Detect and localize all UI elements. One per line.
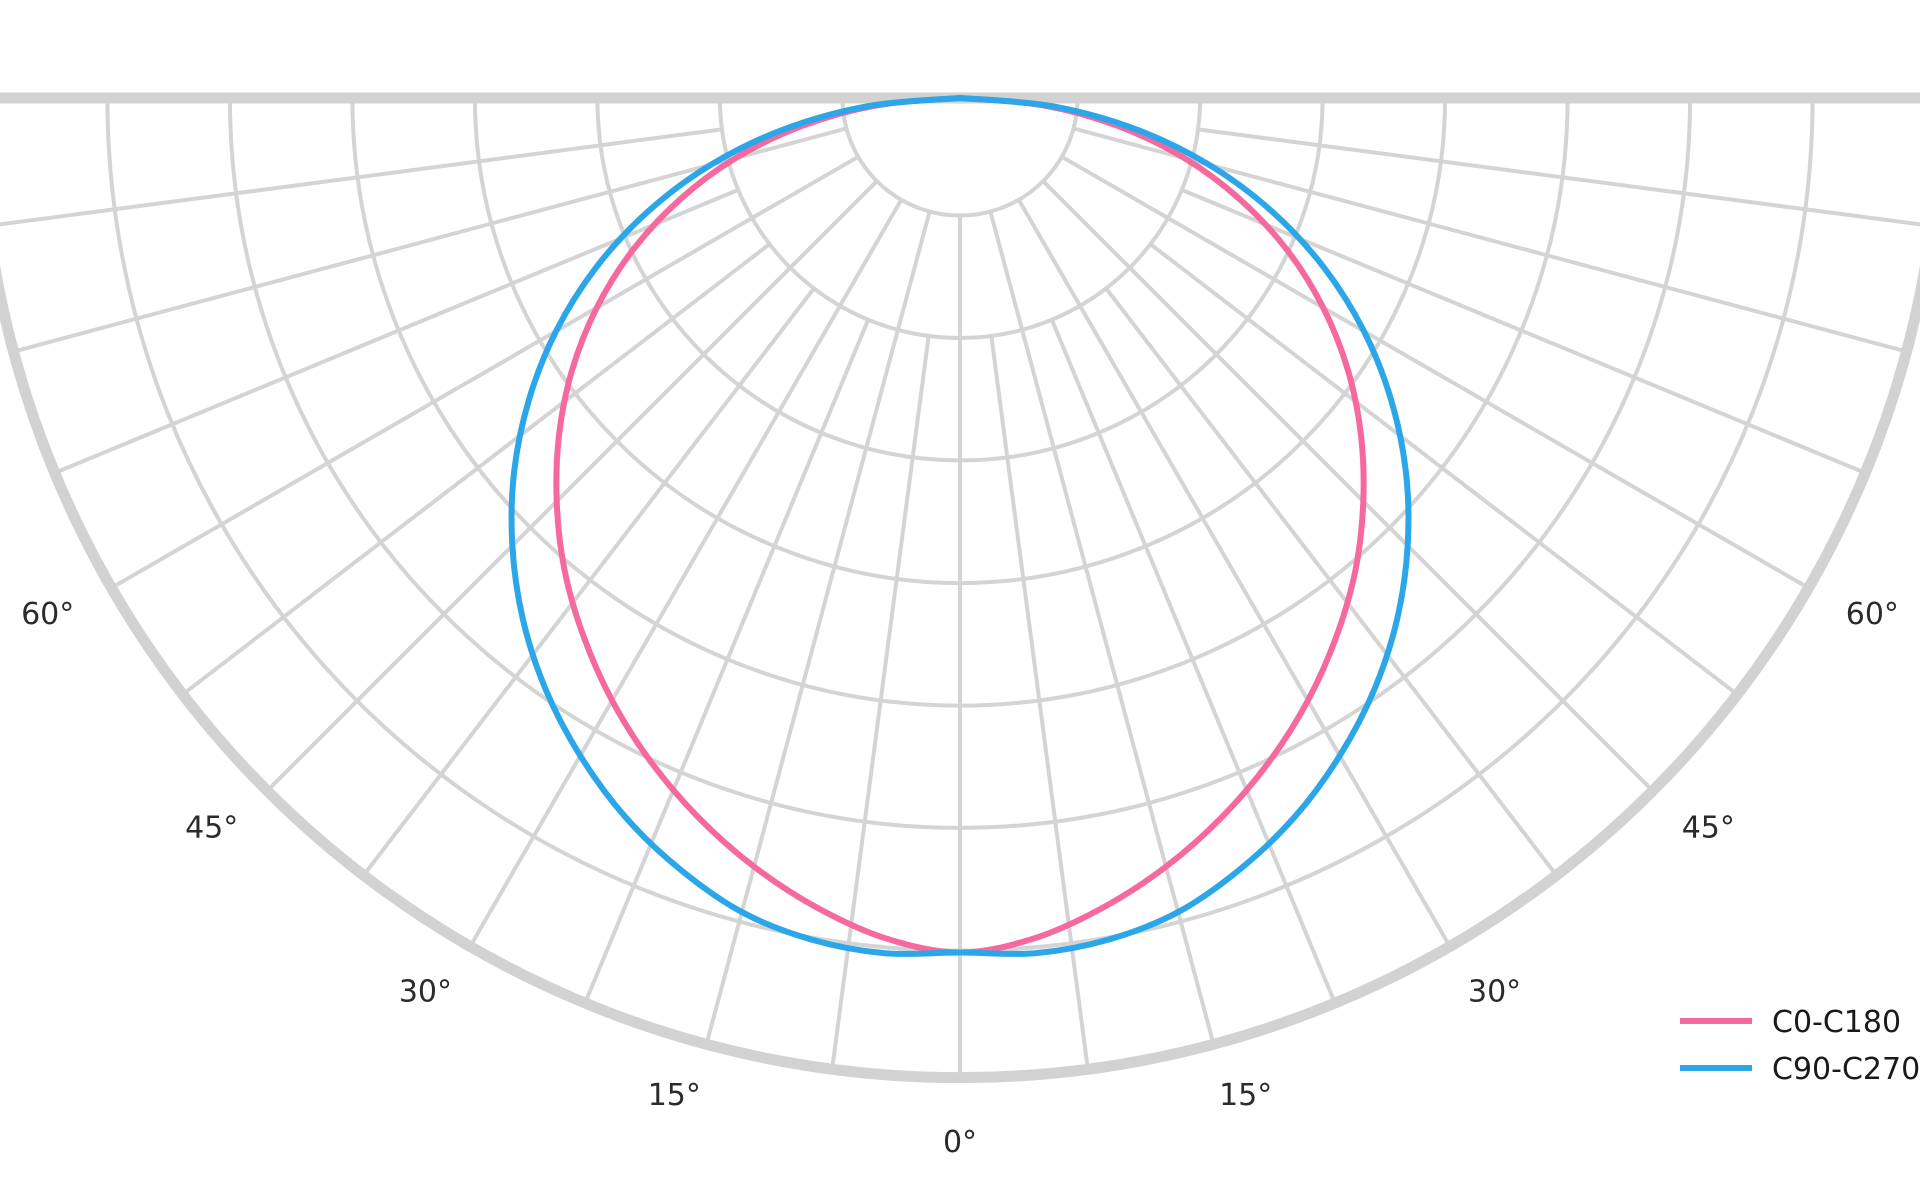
polar-grid <box>0 97 1920 1078</box>
angle-tick-left-45: 45° <box>185 811 238 846</box>
grid-radial-minor <box>181 242 771 697</box>
grid-radial-minor <box>53 188 739 475</box>
grid-radial-major <box>1041 179 1655 793</box>
distribution-curves <box>508 95 1412 958</box>
angle-tick-left-60: 60° <box>21 597 74 632</box>
grid-radial-minor <box>583 319 870 1005</box>
angle-tick-labels: 90°75°60°45°30°15°0°15°30°45°60°75°90° <box>21 597 1899 1160</box>
legend-label-c90-c270: C90-C270 <box>1772 1052 1920 1087</box>
grid-radial-major <box>110 155 860 590</box>
chart-legend: C0-C180 C90-C270 <box>1680 1005 1920 1087</box>
angle-tick-right-60: 60° <box>1846 597 1899 632</box>
grid-radial-minor <box>1050 319 1337 1005</box>
angle-tick-right-30: 30° <box>1468 975 1521 1010</box>
angle-tick-left-15: 15° <box>648 1078 701 1113</box>
grid-radial-minor <box>1149 242 1739 697</box>
grid-arc <box>840 97 1080 218</box>
grid-radial-minor <box>361 287 816 877</box>
grid-radial-major <box>468 198 903 948</box>
grid-radial-major <box>265 179 879 793</box>
grid-radial-minor <box>1181 188 1867 475</box>
angle-tick-right-45: 45° <box>1682 811 1735 846</box>
grid-radial-major <box>704 211 932 1046</box>
angle-tick-center-0: 0° <box>943 1125 977 1160</box>
legend-label-c0-c180: C0-C180 <box>1772 1005 1901 1040</box>
curve-c90-c270 <box>508 95 1412 958</box>
outer-arc <box>0 264 1920 1084</box>
grid-radial-minor <box>1197 127 1920 227</box>
grid-radial-minor <box>0 127 723 227</box>
grid-radial-minor <box>1104 287 1559 877</box>
angle-tick-left-30: 30° <box>399 975 452 1010</box>
grid-radial-major <box>1017 198 1452 948</box>
grid-radial-major <box>988 211 1216 1046</box>
grid-radial-major <box>1060 155 1810 590</box>
angle-tick-right-15: 15° <box>1219 1078 1272 1113</box>
